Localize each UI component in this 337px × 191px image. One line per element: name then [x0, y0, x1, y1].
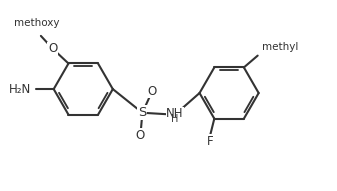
Text: H: H: [171, 114, 179, 124]
Text: S: S: [138, 106, 147, 119]
Text: O: O: [148, 85, 157, 98]
Text: methoxy: methoxy: [14, 18, 60, 28]
Text: F: F: [207, 135, 214, 148]
Text: methoxy: methoxy: [42, 28, 48, 29]
Text: O: O: [48, 42, 57, 55]
Text: O: O: [136, 129, 145, 142]
Text: methyl: methyl: [266, 53, 270, 55]
Text: methyl: methyl: [262, 42, 298, 52]
Text: NH: NH: [166, 107, 184, 120]
Text: H₂N: H₂N: [9, 83, 31, 96]
